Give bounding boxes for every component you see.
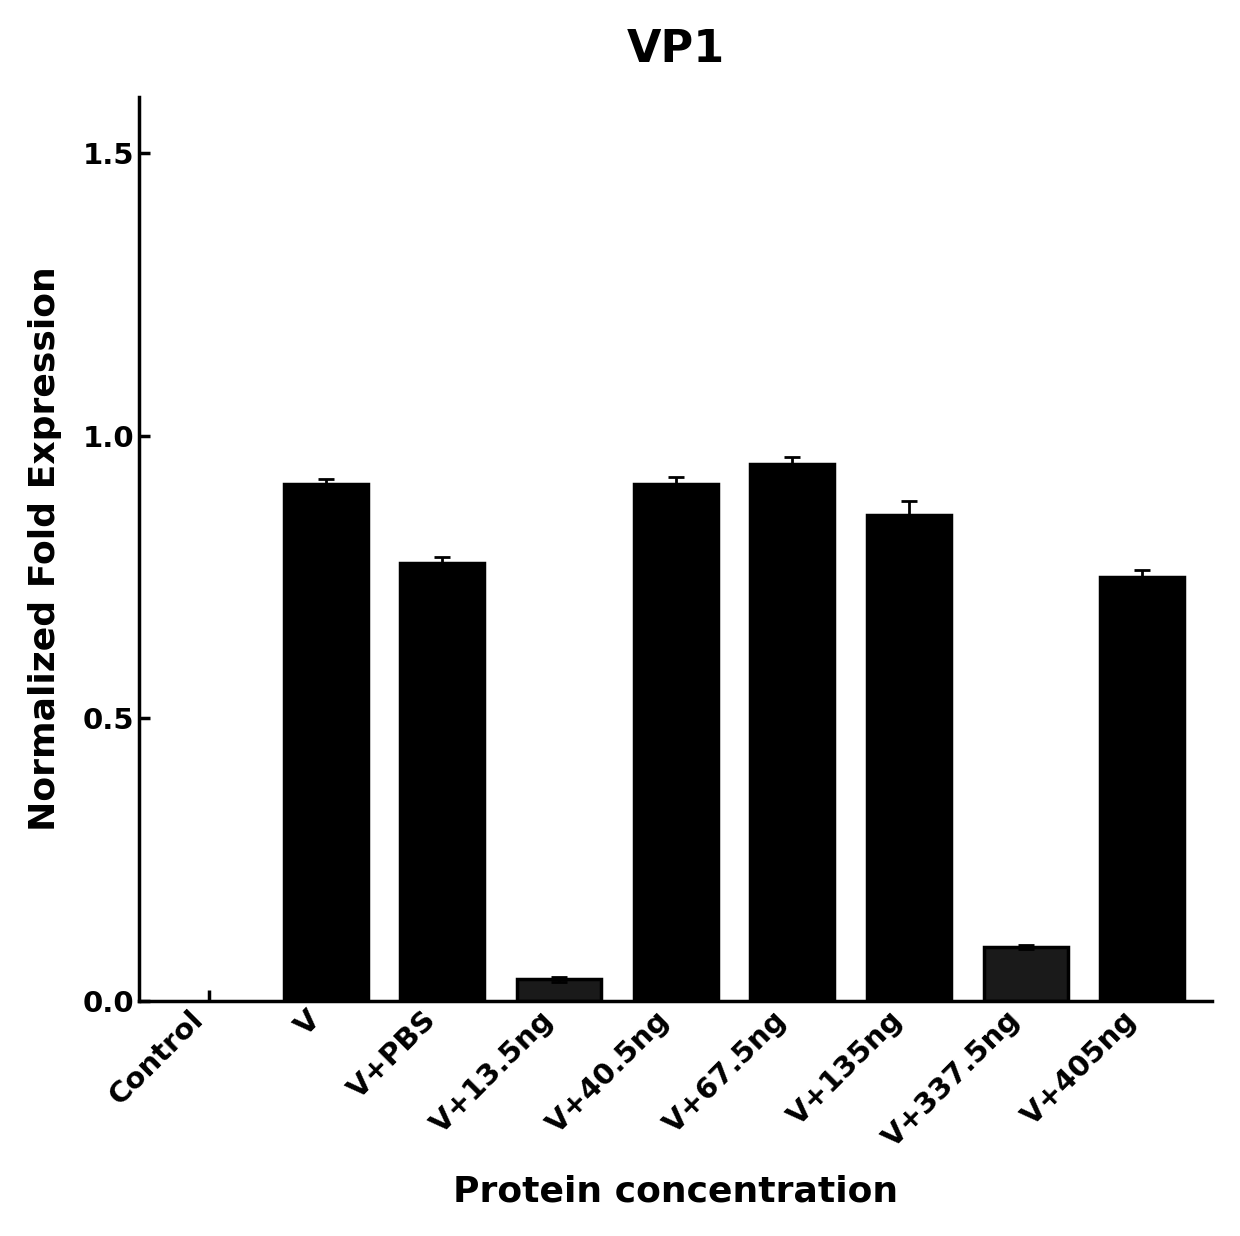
Bar [1100, 577, 1184, 1001]
X-axis label: Protein concentration: Protein concentration [453, 1174, 898, 1209]
Bar [401, 562, 485, 1001]
Bar [284, 483, 368, 1001]
Bar [517, 979, 601, 1001]
Bar [634, 483, 718, 1001]
Bar [867, 514, 951, 1001]
Title: VP1: VP1 [626, 27, 725, 70]
Y-axis label: Normalized Fold Expression: Normalized Fold Expression [27, 266, 62, 831]
Bar [983, 947, 1068, 1001]
Bar [750, 464, 835, 1001]
